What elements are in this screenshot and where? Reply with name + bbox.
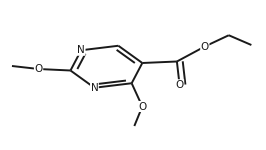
Text: N: N <box>77 45 85 55</box>
Text: O: O <box>34 64 43 74</box>
Text: O: O <box>138 102 147 111</box>
Text: O: O <box>175 80 184 90</box>
Text: N: N <box>90 83 98 93</box>
Text: O: O <box>201 42 209 51</box>
